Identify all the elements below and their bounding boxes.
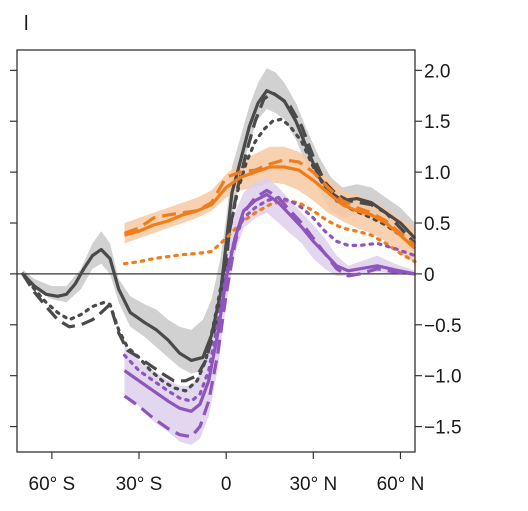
y-tick-label: 2.0 xyxy=(424,61,450,82)
y-tick-label: 1.0 xyxy=(424,163,450,184)
series-line-3 xyxy=(21,117,417,393)
y-tick-label: −1.0 xyxy=(424,367,462,388)
series-line-9 xyxy=(122,196,417,403)
uncertainty-band-1 xyxy=(22,68,416,374)
x-tick-label: 0 xyxy=(221,474,232,495)
x-tick-label: 60° S xyxy=(29,474,76,495)
x-axis: 60° S 30° S 0 30° N 60° N xyxy=(29,452,425,495)
uncertainty-band-2 xyxy=(124,146,415,264)
series-line-8 xyxy=(123,188,416,439)
series-line-7 xyxy=(123,192,416,413)
x-tick-label: 30° S xyxy=(116,474,163,495)
panel-label: l xyxy=(24,13,28,35)
x-tick-label: 60° N xyxy=(377,474,425,495)
uncertainty-bands xyxy=(22,68,416,445)
y-tick-label: 1.5 xyxy=(424,112,450,133)
y-tick-label: −0.5 xyxy=(424,316,462,337)
y-tick-label: 0 xyxy=(424,265,435,286)
series-line-5 xyxy=(123,158,417,247)
series-line-4 xyxy=(124,165,417,250)
plot-frame xyxy=(16,49,416,453)
y-tick-label: 0.5 xyxy=(424,214,450,235)
y-axis: 2.0 1.5 1.0 0.5 0 −0.5 −1.0 −1.5 xyxy=(10,61,462,439)
series-line-6 xyxy=(122,199,417,266)
data-series xyxy=(21,89,417,439)
y-tick-label: −1.5 xyxy=(424,418,462,439)
x-tick-label: 30° N xyxy=(289,474,337,495)
